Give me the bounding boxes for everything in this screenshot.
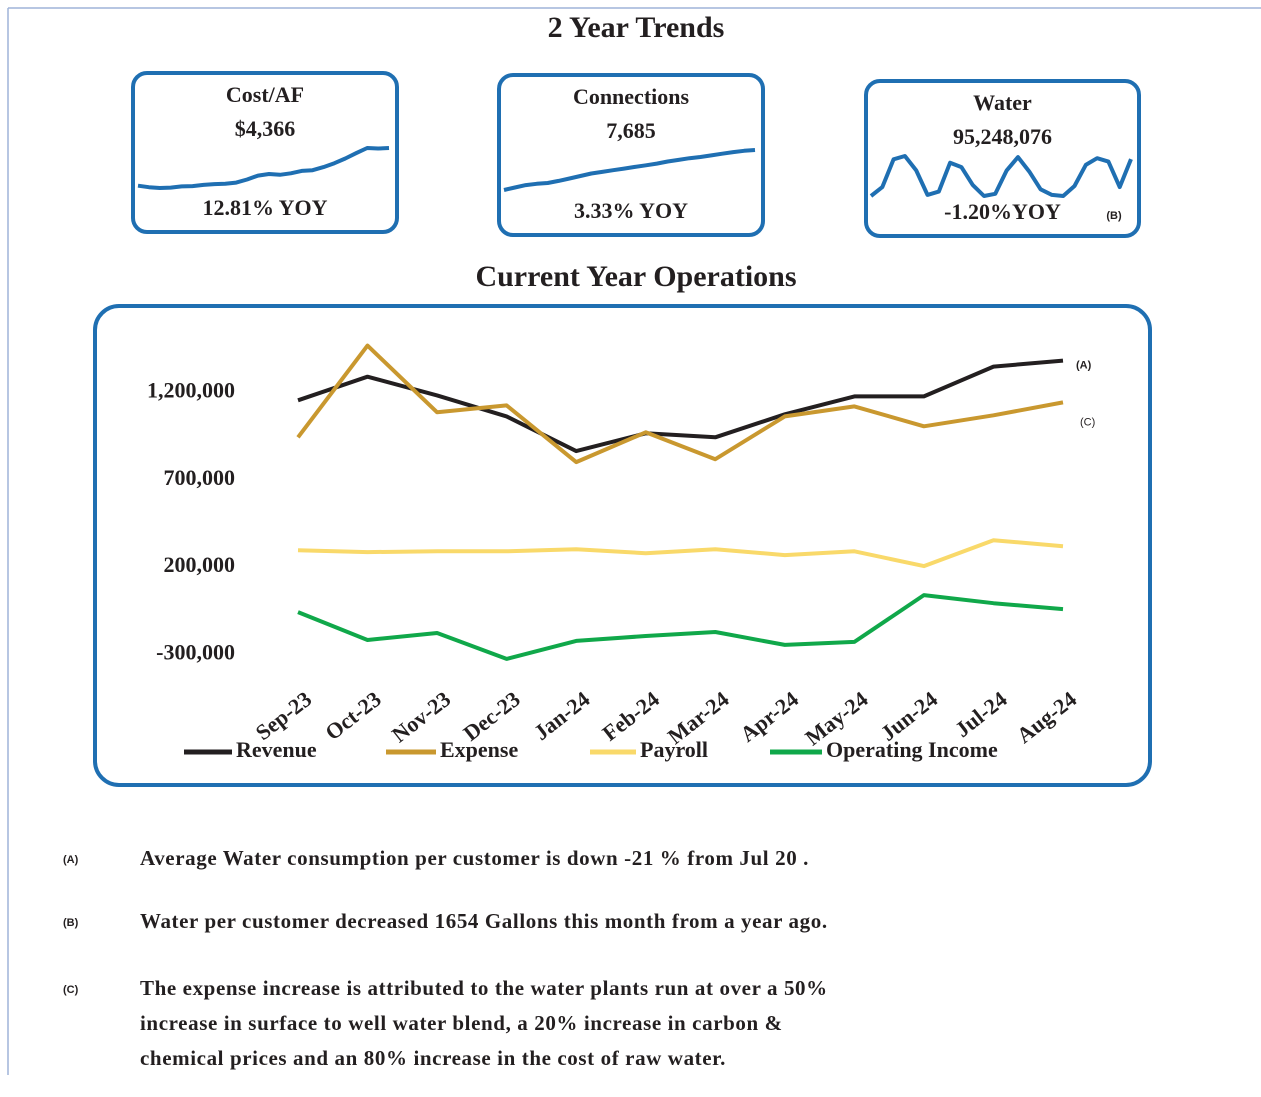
kpi-card [497, 73, 765, 237]
y-tick-label: 200,000 [164, 552, 236, 577]
y-tick-label: 700,000 [164, 465, 236, 490]
note-text: Water per customer decreased 1654 Gallon… [140, 909, 828, 933]
x-tick-label: Jan-24 [529, 686, 594, 745]
kpi-card [864, 79, 1141, 238]
sparkline [503, 148, 756, 192]
kpi-value: 7,685 [606, 118, 656, 143]
legend-label: Revenue [236, 737, 317, 762]
y-tick-label: -300,000 [156, 640, 235, 665]
kpi-change: -1.20%YOY [944, 199, 1061, 224]
annotation: (A) [1076, 360, 1092, 372]
note-marker: (A) [63, 854, 79, 866]
annotation: (C) [1080, 416, 1095, 428]
series-line [297, 538, 1064, 569]
series-line [297, 358, 1064, 454]
note-marker: (B) [63, 917, 79, 929]
note-text: chemical prices and an 80% increase in t… [140, 1046, 726, 1070]
kpi-value: 95,248,076 [953, 124, 1052, 149]
kpi-change: 3.33% YOY [574, 198, 688, 223]
note-marker: (C) [63, 984, 79, 996]
legend-label: Operating Income [826, 737, 998, 762]
x-tick-label: Aug-24 [1012, 686, 1081, 748]
kpi-change: 12.81% YOY [202, 195, 327, 220]
kpi-label: Water [973, 90, 1032, 115]
series-line [297, 593, 1064, 661]
sparkline [869, 154, 1133, 198]
sparkline [137, 146, 390, 190]
x-tick-label: Oct-23 [320, 686, 385, 745]
chart-frame [93, 304, 1152, 787]
kpi-note: (B) [1106, 210, 1122, 222]
y-tick-label: 1,200,000 [147, 377, 235, 402]
x-tick-label: Jul-24 [950, 686, 1012, 742]
note-text: The expense increase is attributed to th… [140, 976, 828, 1000]
series-line [296, 343, 1064, 465]
kpi-label: Connections [573, 84, 690, 109]
kpi-value: $4,366 [235, 116, 296, 141]
note-text: increase in surface to well water blend,… [140, 1011, 783, 1035]
legend-label: Expense [440, 737, 518, 762]
section-title: Current Year Operations [475, 260, 796, 293]
title: 2 Year Trends [548, 11, 725, 44]
legend-label: Payroll [640, 737, 708, 762]
x-tick-label: Apr-24 [735, 686, 803, 747]
kpi-label: Cost/AF [226, 82, 304, 107]
kpi-card [131, 71, 399, 234]
note-text: Average Water consumption per customer i… [140, 846, 809, 870]
